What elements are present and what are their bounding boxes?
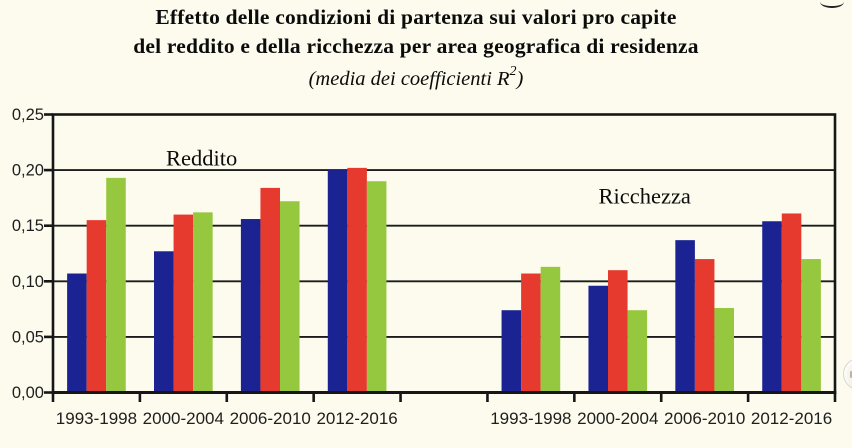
y-tick-label: 0,00: [12, 384, 44, 402]
bar-reddito-2006-2010-blue: [240, 219, 261, 393]
x-tick-label: 2012-2016: [316, 409, 397, 428]
y-tick-label: 0,25: [12, 106, 44, 124]
x-tick-label: 2000-2004: [143, 409, 224, 428]
bar-reddito-2012-2016-green: [366, 181, 387, 393]
bar-reddito-2000-2004-green: [193, 212, 213, 393]
bar-ricchezza-2000-2004-green: [627, 310, 648, 393]
cropped-letter-fragment: [820, 0, 844, 8]
bar-ricchezza-2012-2016-red: [781, 213, 802, 393]
y-tick-label: 0,20: [12, 162, 44, 180]
bar-reddito-1993-1998-blue: [67, 273, 87, 393]
bar-ricchezza-2006-2010-red: [694, 259, 715, 393]
bar-reddito-2000-2004-red: [173, 214, 194, 393]
bar-reddito-1993-1998-green: [106, 177, 126, 393]
y-tick-label: 0,10: [12, 273, 44, 291]
chart-title-line-2: del reddito e della ricchezza per area g…: [133, 33, 699, 58]
bar-ricchezza-2006-2010-blue: [675, 240, 695, 393]
chart-subtitle-close-paren: ): [516, 67, 524, 90]
y-tick-label: 0,15: [12, 217, 44, 235]
x-tick-label: 2012-2016: [751, 409, 832, 428]
bar-reddito-2012-2016-red: [347, 167, 367, 393]
chart-title-line-1: Effetto delle condizioni di partenza sui…: [155, 5, 677, 29]
bar-ricchezza-1993-1998-blue: [501, 310, 522, 393]
x-tick-label: 1993-1998: [490, 409, 571, 428]
bar-reddito-1993-1998-red: [86, 220, 107, 393]
group-label-reddito: Reddito: [166, 146, 237, 171]
x-tick-label: 2006-2010: [230, 409, 311, 428]
chart-subtitle-superscript: 2: [509, 64, 517, 79]
bar-ricchezza-2012-2016-blue: [762, 221, 782, 393]
x-tick-label: 1993-1998: [56, 409, 137, 428]
x-tick-label: 2000-2004: [577, 409, 658, 428]
group-label-ricchezza: Ricchezza: [598, 183, 690, 208]
bar-reddito-2012-2016-blue: [327, 170, 348, 393]
y-tick-label: 0,05: [12, 328, 44, 346]
bar-ricchezza-2000-2004-red: [608, 270, 628, 393]
chart-subtitle: (media dei coefficienti R2): [0, 60, 832, 93]
bar-ricchezza-2000-2004-blue: [588, 285, 609, 393]
bar-ricchezza-2006-2010-green: [714, 307, 734, 393]
bar-ricchezza-2012-2016-green: [801, 259, 821, 393]
x-tick-label: 2006-2010: [664, 409, 745, 428]
bar-ricchezza-1993-1998-green: [540, 266, 561, 393]
bar-reddito-2006-2010-red: [260, 187, 280, 393]
bar-reddito-2006-2010-green: [279, 201, 300, 393]
bar-ricchezza-1993-1998-red: [521, 273, 541, 393]
chart-subtitle-text: (media dei coefficienti R: [308, 67, 510, 90]
chart-title-block: Effetto delle condizioni di partenza sui…: [0, 3, 832, 93]
bar-reddito-2000-2004-blue: [154, 251, 174, 393]
